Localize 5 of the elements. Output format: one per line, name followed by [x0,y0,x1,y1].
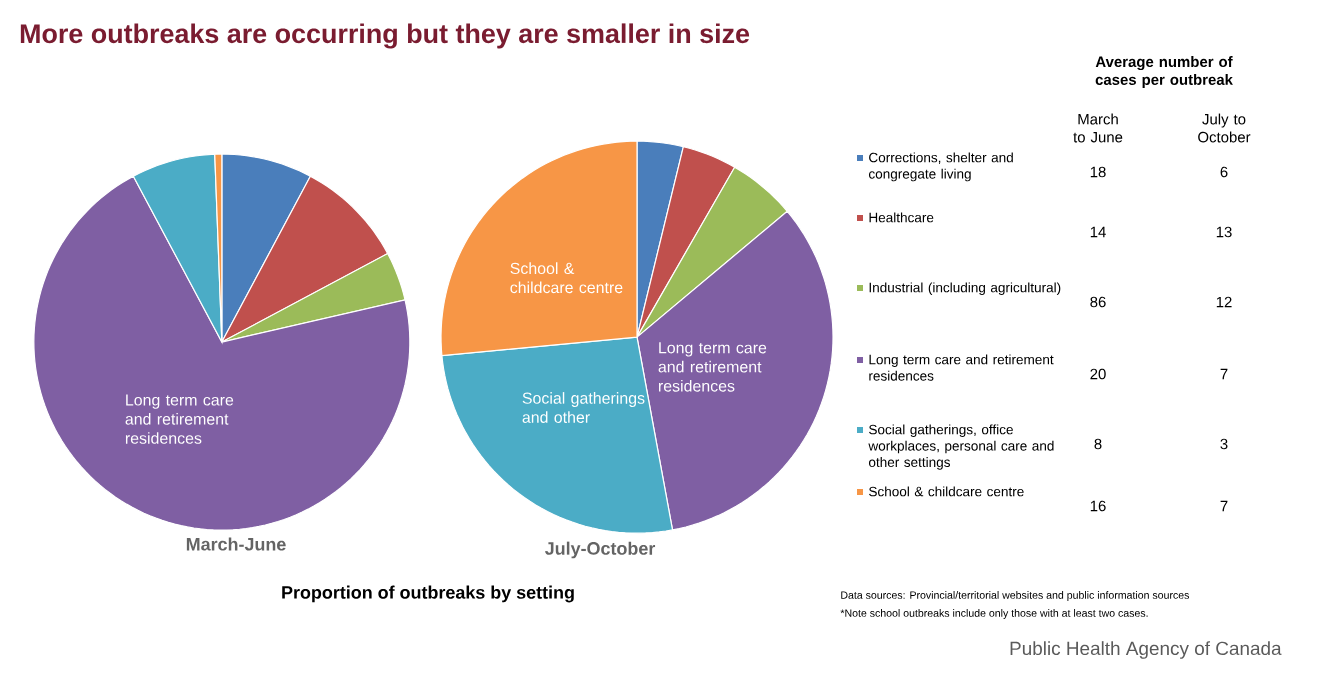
text: Public Health Agency of Canada [1010,641,1282,659]
text: July-October [544,541,656,559]
text: Proportion of outbreaks by setting [282,585,574,603]
text: March-June [186,537,286,551]
chart-title: More outbreaks are occurring but they are smaller in size [20,23,750,49]
